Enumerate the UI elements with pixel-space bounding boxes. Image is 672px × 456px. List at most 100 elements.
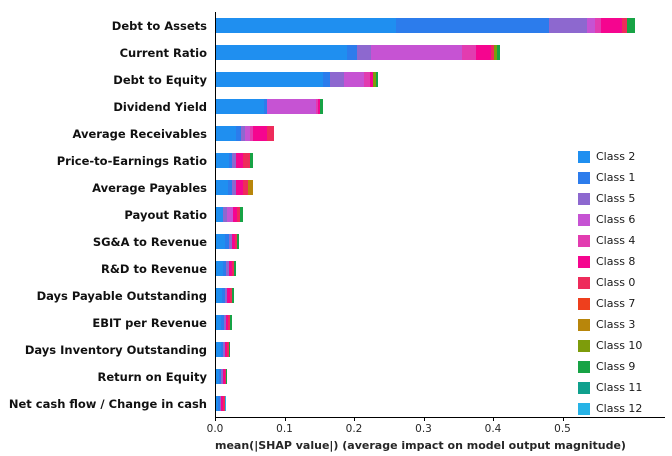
bar-segment — [230, 315, 232, 330]
bar-segment — [247, 180, 254, 195]
feature-label: Days Inventory Outstanding — [24, 342, 207, 357]
bar-segment — [317, 99, 320, 114]
legend-item: Class 5 — [578, 188, 642, 209]
legend-label: Class 0 — [596, 276, 636, 289]
legend-swatch — [578, 360, 590, 373]
stacked-bar — [215, 72, 672, 87]
x-tick-label: 0.0 — [206, 423, 224, 435]
feature-label: R&D to Revenue — [101, 261, 207, 276]
legend-label: Class 12 — [596, 402, 643, 415]
stacked-bar — [215, 180, 672, 195]
bar-segment — [357, 45, 372, 60]
legend-label: Class 2 — [596, 150, 636, 163]
bar-segment — [322, 72, 330, 87]
stacked-bar — [215, 261, 672, 276]
bar-segment — [228, 261, 232, 276]
bar-segment — [215, 99, 264, 114]
bar-row: Payout Ratio — [0, 201, 672, 228]
bar-segment — [226, 369, 228, 384]
bar-segment — [225, 234, 229, 249]
bar-segment — [267, 126, 275, 141]
bar-segment — [232, 180, 236, 195]
stacked-bar — [215, 315, 672, 330]
legend-label: Class 11 — [596, 381, 643, 394]
bar-segment — [231, 234, 236, 249]
bar-segment — [600, 18, 622, 33]
stacked-bar — [215, 369, 672, 384]
bar-segment — [229, 288, 232, 303]
bar-segment — [224, 396, 226, 411]
bar-row: Current Ratio — [0, 39, 672, 66]
bar-segment — [371, 45, 462, 60]
bar-segment — [232, 153, 236, 168]
legend-swatch — [578, 171, 590, 184]
x-tick-mark — [284, 417, 286, 421]
bar-row: Dividend Yield — [0, 93, 672, 120]
legend-swatch — [578, 150, 590, 163]
bar-rows: Debt to Assets Current Ratio Debt to Equit… — [0, 12, 672, 417]
bar-segment — [395, 18, 549, 33]
bar-segment — [215, 180, 228, 195]
bar-segment — [228, 153, 233, 168]
x-tick-mark — [215, 417, 216, 421]
bar-segment — [224, 342, 227, 357]
bar-segment — [221, 369, 223, 384]
legend-label: Class 4 — [596, 234, 636, 247]
legend-item: Class 4 — [578, 230, 642, 251]
legend-swatch — [578, 381, 590, 394]
bar-row: Debt to Equity — [0, 66, 672, 93]
bar-segment — [222, 342, 225, 357]
x-tick-mark — [493, 417, 494, 421]
legend-label: Class 6 — [596, 213, 636, 226]
bar-segment — [218, 396, 220, 411]
bar-segment — [215, 288, 222, 303]
bar-segment — [319, 99, 323, 114]
legend-swatch — [578, 213, 590, 226]
legend-item: Class 2 — [578, 146, 642, 167]
legend-label: Class 3 — [596, 318, 636, 331]
bar-segment — [343, 72, 365, 87]
bar-segment — [241, 126, 245, 141]
bar-segment — [228, 234, 232, 249]
bar-segment — [249, 153, 254, 168]
feature-label: Net cash flow / Change in cash — [8, 396, 207, 411]
x-tick-label: 0.1 — [276, 423, 293, 435]
bar-segment — [263, 99, 268, 114]
bar-segment — [369, 72, 374, 87]
bar-segment — [376, 72, 379, 87]
bar-segment — [497, 45, 500, 60]
bar-segment — [215, 72, 323, 87]
stacked-bar — [215, 396, 672, 411]
legend-swatch — [578, 234, 590, 247]
legend-item: Class 6 — [578, 209, 642, 230]
bar-segment — [215, 153, 229, 168]
bar-row: SG&A to Revenue — [0, 228, 672, 255]
bar-segment — [215, 369, 220, 384]
stacked-bar — [215, 18, 672, 33]
y-axis-spine — [215, 12, 216, 417]
bar-segment — [244, 126, 250, 141]
legend-swatch — [578, 276, 590, 289]
bar-segment — [249, 126, 254, 141]
bar-segment — [233, 207, 238, 222]
bar-segment — [224, 369, 227, 384]
bar-segment — [226, 288, 230, 303]
feature-label: Current Ratio — [119, 45, 207, 60]
x-tick-mark — [423, 417, 425, 421]
bar-segment — [226, 342, 229, 357]
legend-item: Class 9 — [578, 356, 642, 377]
bar-segment — [234, 261, 236, 276]
bar-segment — [347, 45, 358, 60]
bar-segment — [228, 342, 231, 357]
legend-item: Class 11 — [578, 377, 642, 398]
feature-label: EBIT per Revenue — [92, 315, 207, 330]
legend-item: Class 1 — [578, 167, 642, 188]
stacked-bar — [215, 207, 672, 222]
bar-segment — [215, 207, 224, 222]
bar-segment — [494, 45, 498, 60]
bar-segment — [231, 261, 235, 276]
legend-item: Class 0 — [578, 272, 642, 293]
legend-label: Class 8 — [596, 255, 636, 268]
bar-segment — [548, 18, 587, 33]
